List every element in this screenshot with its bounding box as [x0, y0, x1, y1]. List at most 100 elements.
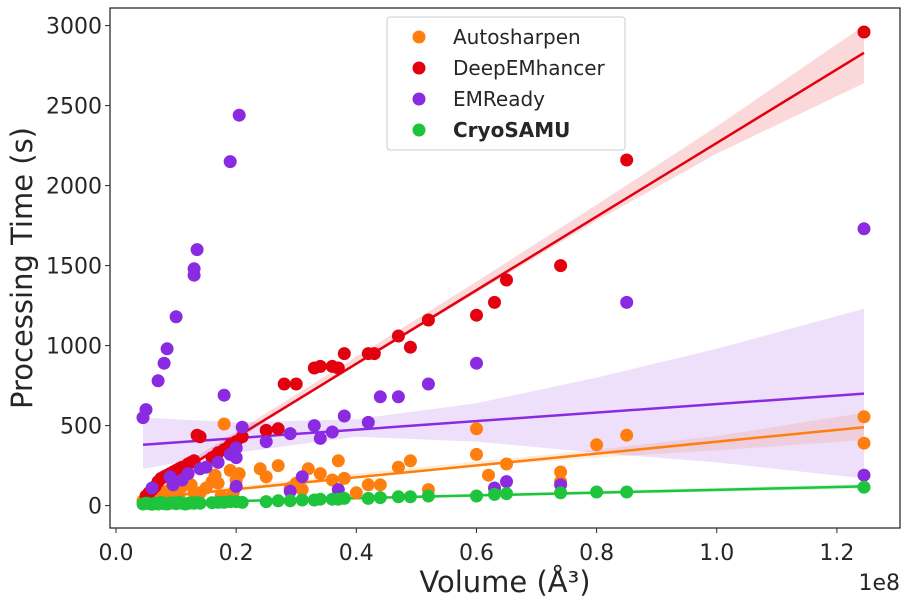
emready-point — [169, 310, 183, 324]
autosharpen-point — [217, 417, 231, 431]
y-tick-label: 1000 — [46, 335, 102, 360]
emready-point — [145, 481, 159, 495]
deepemhancer-point — [193, 430, 207, 444]
plot-frame — [109, 7, 901, 529]
x-tick-label: 1.2 — [819, 541, 854, 566]
data-points — [136, 25, 871, 511]
emready-point — [211, 455, 225, 469]
emready-point — [313, 431, 327, 445]
cryosamu-point — [470, 489, 483, 503]
cryosamu-point — [283, 494, 297, 508]
autosharpen-point — [620, 428, 634, 442]
cryosamu-point — [235, 495, 249, 509]
deepemhancer-point — [488, 295, 501, 309]
autosharpen-point — [857, 436, 871, 450]
emready-point — [229, 451, 243, 465]
cryosamu-point — [857, 480, 871, 494]
emready-point — [157, 356, 171, 370]
y-tick-label: 2000 — [46, 175, 102, 200]
emready-point — [325, 425, 339, 439]
emready-point — [295, 470, 309, 484]
emready-point — [421, 377, 435, 391]
emready-point — [373, 390, 387, 404]
emready-point — [229, 479, 243, 493]
deepemhancer-legend-marker — [412, 61, 426, 75]
emready-point — [391, 390, 405, 404]
cryosamu-point — [554, 486, 568, 500]
autosharpen-legend-marker — [412, 30, 426, 44]
autosharpen-legend-label: Autosharpen — [453, 25, 581, 49]
emready-legend-label: EMReady — [453, 87, 545, 111]
autosharpen-point — [373, 478, 387, 492]
emready-point — [620, 295, 634, 309]
y-tick-label: 500 — [60, 415, 102, 440]
emready-point — [160, 342, 174, 356]
cryosamu-point — [590, 485, 604, 499]
autosharpen-point — [590, 438, 604, 452]
emready-legend-marker — [412, 92, 426, 106]
emready-point — [235, 420, 249, 434]
deepemhancer-point — [620, 153, 634, 167]
autosharpen-point — [313, 467, 327, 481]
cryosamu-point — [259, 495, 273, 509]
y-tick-label: 2500 — [46, 95, 102, 120]
autosharpen-point — [403, 454, 417, 468]
autosharpen-point — [349, 486, 363, 500]
emready-point — [181, 467, 195, 481]
emready-point — [857, 468, 871, 482]
autosharpen-point — [470, 422, 483, 436]
emready-point — [151, 374, 165, 388]
cryosamu-point — [337, 491, 351, 505]
cryosamu-point — [373, 491, 387, 505]
autosharpen-point — [361, 478, 375, 492]
cryosamu-point — [193, 496, 207, 510]
x-tick-label: 0.0 — [99, 541, 134, 566]
emready-point — [229, 441, 243, 455]
deepemhancer-point — [235, 430, 249, 444]
x-tick-label: 0.6 — [459, 541, 494, 566]
deepemhancer-point — [271, 422, 285, 436]
x-axis-offset-label: 1e8 — [858, 571, 900, 596]
emready-point — [259, 435, 273, 449]
autosharpen-point — [470, 447, 483, 461]
y-axis-title: Processing Time (s) — [5, 127, 39, 409]
autosharpen-point — [554, 465, 568, 479]
emready-point — [199, 460, 213, 474]
cryosamu-point — [488, 487, 501, 501]
y-tick-label: 3000 — [46, 15, 102, 40]
x-tick-label: 1.0 — [699, 541, 734, 566]
emready-point — [139, 403, 153, 417]
x-tick-label: 0.4 — [339, 541, 374, 566]
deepemhancer-point — [277, 377, 291, 391]
emready-point — [470, 356, 483, 370]
autosharpen-point — [211, 476, 225, 490]
deepemhancer-point — [857, 25, 871, 39]
y-axis-ticks: 0 500 1000 1500 2000 2500 3000 — [46, 15, 110, 520]
y-tick-label: 0 — [88, 495, 102, 520]
autosharpen-point — [391, 460, 405, 474]
cryosamu-point — [361, 491, 375, 505]
deepemhancer-point — [391, 329, 405, 343]
cryosamu-point — [295, 493, 309, 507]
legend-box — [386, 16, 626, 151]
cryosamu-point — [271, 494, 285, 508]
emready-point — [857, 222, 871, 236]
emready-point — [283, 484, 297, 498]
emready-point — [190, 243, 204, 257]
deepemhancer-confidence-band — [143, 25, 864, 500]
x-tick-label: 0.2 — [219, 541, 254, 566]
deepemhancer-point — [554, 259, 568, 273]
x-axis-title: Volume (Å³) — [419, 565, 590, 599]
autosharpen-point — [482, 468, 495, 482]
deepemhancer-point — [289, 377, 303, 391]
deepemhancer-point — [421, 313, 435, 327]
autosharpen-point — [331, 454, 345, 468]
y-tick-label: 1500 — [46, 255, 102, 280]
autosharpen-point — [232, 467, 246, 481]
autosharpen-point — [295, 483, 309, 497]
legend: Autosharpen DeepEMhancer EMReady CryoSAMU — [386, 16, 626, 151]
deepemhancer-point — [259, 423, 273, 437]
cryosamu-legend-marker — [412, 123, 426, 137]
emready-point — [361, 415, 375, 429]
